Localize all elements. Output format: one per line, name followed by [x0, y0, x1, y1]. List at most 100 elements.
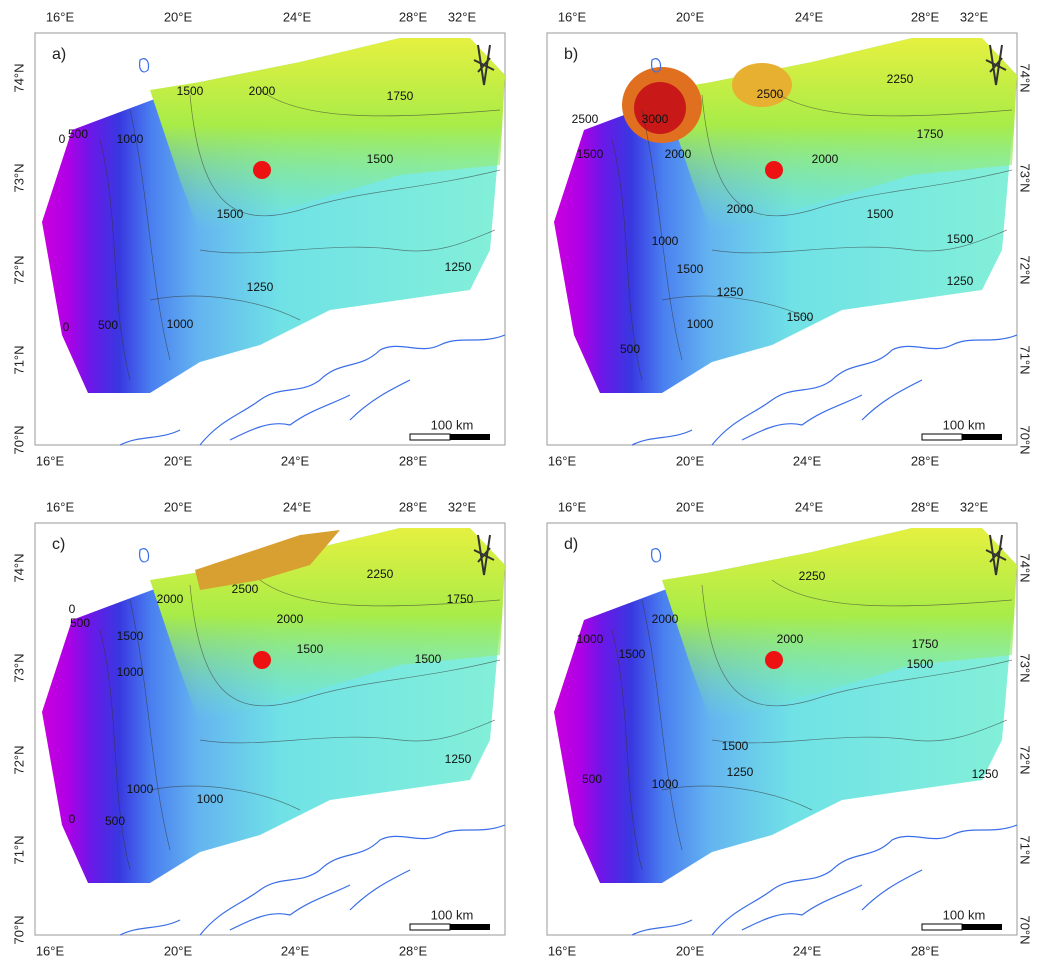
contour-label: 2000	[727, 202, 754, 216]
contour-label: 1000	[652, 234, 679, 248]
contour-label: 1500	[677, 262, 704, 276]
lat-tick-label: 71°N	[1018, 835, 1033, 864]
lat-tick-label: 73°N	[11, 163, 26, 192]
lon-tick-label: 28°E	[911, 453, 940, 468]
contour-label: 1000	[117, 132, 144, 146]
contour-label: 1500	[415, 652, 442, 666]
panel-label: b)	[564, 46, 578, 63]
contour-label: 1750	[912, 637, 939, 651]
lat-tick-label: 72°N	[1018, 745, 1033, 774]
lon-tick-label: 16°E	[558, 9, 587, 24]
scale-label: 100 km	[943, 907, 986, 922]
scale-label: 100 km	[943, 417, 986, 432]
lon-tick-label: 20°E	[164, 499, 193, 514]
lon-tick-label: 16°E	[548, 453, 577, 468]
contour-label: 1750	[917, 127, 944, 141]
contour-label: 1250	[445, 260, 472, 274]
contour-label: 1000	[167, 317, 194, 331]
contour-label: 1000	[652, 777, 679, 791]
lon-tick-label: 16°E	[558, 499, 587, 514]
contour-label: 1250	[247, 280, 274, 294]
lon-tick-label: 32°E	[448, 9, 477, 24]
high-region	[634, 82, 686, 134]
contour-label: 1500	[619, 647, 646, 661]
lon-tick-label: 16°E	[46, 499, 75, 514]
contour-label: 1000	[687, 317, 714, 331]
map-panel: 100 kma)20001750150010005000150015001250…	[11, 9, 505, 468]
contour-label: 2000	[652, 612, 679, 626]
lat-tick-label: 73°N	[11, 653, 26, 682]
panel-label: a)	[52, 46, 66, 63]
contour-label: 2500	[232, 582, 259, 596]
contour-label: 1000	[197, 792, 224, 806]
contour-label: 1250	[947, 274, 974, 288]
scale-label: 100 km	[431, 417, 474, 432]
contour-label: 1750	[387, 89, 414, 103]
lat-tick-label: 70°N	[1018, 915, 1033, 944]
site-marker	[765, 161, 783, 179]
site-marker	[253, 651, 271, 669]
lat-tick-label: 71°N	[11, 345, 26, 374]
contour-label: 2250	[799, 569, 826, 583]
scale-bar	[922, 924, 962, 930]
lat-tick-label: 70°N	[11, 915, 26, 944]
map-panel: 100 kmb)25002250300025001500200020001750…	[547, 9, 1033, 468]
lat-tick-label: 74°N	[1018, 553, 1033, 582]
contour-label: 2500	[572, 112, 599, 126]
scale-bar	[410, 434, 450, 440]
contour-label: 1250	[972, 767, 999, 781]
panel-label: d)	[564, 536, 578, 553]
lon-tick-label: 20°E	[164, 453, 193, 468]
lon-tick-label: 28°E	[911, 943, 940, 958]
lon-tick-label: 28°E	[399, 9, 428, 24]
contour-label: 3000	[642, 112, 669, 126]
contour-label: 1250	[717, 285, 744, 299]
lon-tick-label: 28°E	[911, 9, 940, 24]
contour-label: 2000	[777, 632, 804, 646]
contour-label: 1500	[577, 147, 604, 161]
scale-bar	[962, 434, 1002, 440]
lat-tick-label: 70°N	[11, 425, 26, 454]
lon-tick-label: 16°E	[548, 943, 577, 958]
contour-label: 1500	[177, 84, 204, 98]
lat-tick-label: 74°N	[1018, 63, 1033, 92]
lat-tick-label: 71°N	[11, 835, 26, 864]
lon-tick-label: 20°E	[676, 453, 705, 468]
contour-label: 1250	[727, 765, 754, 779]
contour-label: 0	[69, 812, 76, 826]
lon-tick-label: 32°E	[960, 9, 989, 24]
contour-label: 500	[70, 616, 90, 630]
lon-tick-label: 24°E	[795, 499, 824, 514]
scale-bar	[450, 924, 490, 930]
contour-label: 500	[68, 127, 88, 141]
lon-tick-label: 16°E	[36, 943, 65, 958]
contour-label: 1500	[117, 629, 144, 643]
contour-label: 500	[105, 814, 125, 828]
contour-label: 2000	[277, 612, 304, 626]
lat-tick-label: 70°N	[1018, 425, 1033, 454]
contour-label: 2250	[887, 72, 914, 86]
contour-label: 1000	[117, 665, 144, 679]
lon-tick-label: 16°E	[46, 9, 75, 24]
contour-label: 1500	[907, 657, 934, 671]
lon-tick-label: 28°E	[399, 453, 428, 468]
lat-tick-label: 72°N	[11, 255, 26, 284]
lat-tick-label: 73°N	[1018, 163, 1033, 192]
scale-bar	[962, 924, 1002, 930]
lon-tick-label: 24°E	[283, 9, 312, 24]
lat-tick-label: 72°N	[1018, 255, 1033, 284]
lon-tick-label: 28°E	[399, 943, 428, 958]
lon-tick-label: 28°E	[399, 499, 428, 514]
contour-label: 2000	[157, 592, 184, 606]
map-panel: 100 kmd)22502000200017501500150010001500…	[547, 499, 1033, 958]
scale-label: 100 km	[431, 907, 474, 922]
lon-tick-label: 20°E	[164, 943, 193, 958]
lon-tick-label: 24°E	[795, 9, 824, 24]
site-marker	[253, 161, 271, 179]
lat-tick-label: 73°N	[1018, 653, 1033, 682]
lon-tick-label: 32°E	[448, 499, 477, 514]
lon-tick-label: 24°E	[281, 943, 310, 958]
page: {"panels": [ {"label": "a)", "top_ticks"…	[0, 0, 1038, 970]
contour-label: 1500	[367, 152, 394, 166]
figure: 100 km a) 2000 1750 1500 1000 500 0 1500 1500 1250…	[0, 0, 1038, 965]
